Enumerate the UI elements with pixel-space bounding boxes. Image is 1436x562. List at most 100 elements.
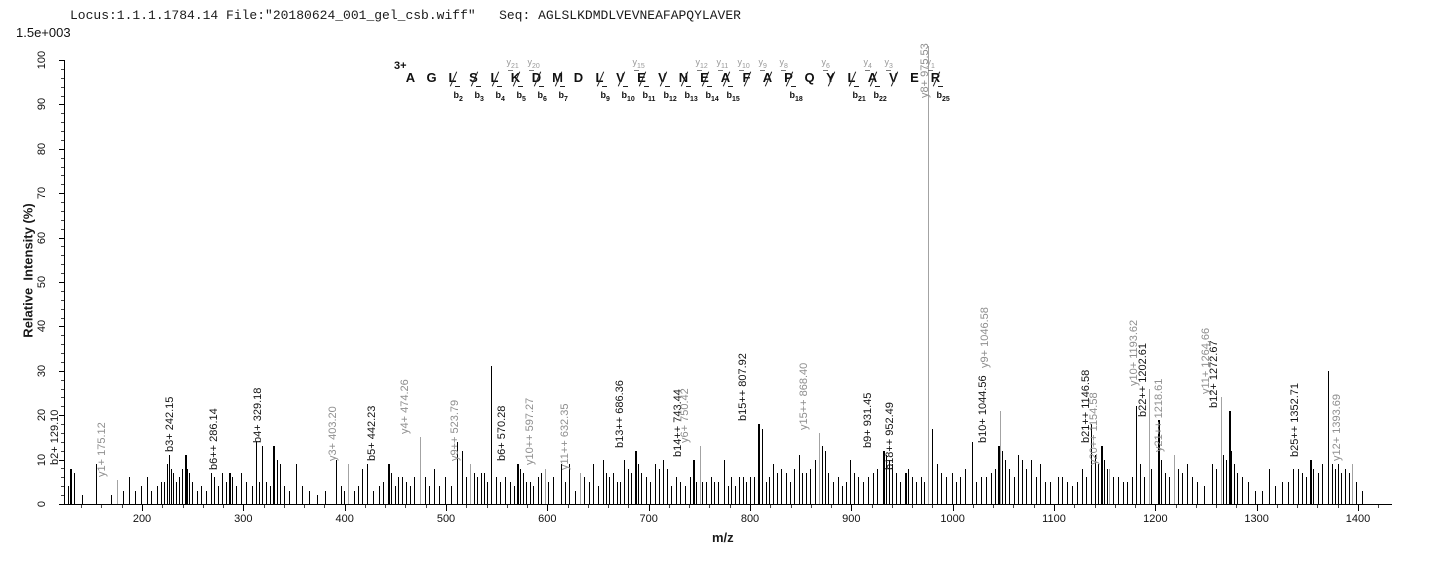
b-ion-label: b12	[663, 90, 677, 103]
peak	[1348, 472, 1350, 504]
peak	[161, 481, 163, 504]
y-major-tick	[59, 282, 64, 283]
peak-y10++	[544, 468, 546, 504]
peak	[976, 481, 977, 504]
peak	[1186, 464, 1188, 504]
peak-b25++	[1310, 459, 1313, 504]
peak	[1017, 455, 1019, 504]
peak	[606, 472, 608, 504]
peak	[750, 477, 751, 504]
y-major-tick	[59, 370, 64, 372]
x-minor-tick	[486, 505, 488, 508]
peak	[1331, 464, 1333, 504]
y-ion-label: y6	[821, 57, 830, 70]
peak	[850, 459, 852, 504]
peak-b14++	[692, 459, 695, 504]
x-major-tick	[1256, 505, 1258, 511]
b-ion-arm	[622, 86, 628, 87]
y-minor-tick	[61, 353, 64, 355]
x-minor-tick	[1297, 505, 1299, 508]
peak	[1021, 459, 1023, 504]
peak-b6+	[517, 464, 520, 504]
x-minor-tick	[182, 505, 184, 508]
peak-y11+	[1220, 397, 1222, 504]
y-minor-tick	[61, 290, 64, 292]
x-minor-tick	[527, 505, 529, 508]
peak	[738, 477, 740, 504]
y-tick-label: 80	[36, 142, 48, 155]
b-ion-arm	[664, 86, 670, 87]
peak-label: y9+ 1046.58	[978, 306, 991, 368]
y-ion-arm	[507, 70, 513, 71]
peak	[110, 495, 112, 504]
peak-label: y10++ 597.27	[523, 398, 536, 466]
y-minor-tick	[61, 344, 64, 346]
y-minor-tick	[61, 388, 64, 390]
peak	[955, 481, 957, 504]
y-minor-tick	[61, 264, 64, 266]
sequence-text: Seq: AGLSLKDMDLVEVNEAFAPQYLAVER	[499, 8, 741, 23]
x-minor-tick	[121, 505, 123, 508]
x-minor-tick	[304, 505, 306, 508]
peak	[200, 486, 202, 504]
x-minor-tick	[1033, 505, 1035, 508]
peak	[696, 481, 698, 504]
peak	[317, 495, 319, 504]
peak	[361, 468, 363, 504]
peak	[398, 477, 400, 504]
peak	[649, 481, 651, 504]
b-ion-arm	[706, 86, 712, 87]
peak-y15++	[819, 433, 821, 504]
y-minor-tick	[61, 441, 64, 443]
x-major-tick	[952, 505, 954, 511]
peak	[624, 459, 626, 504]
x-minor-tick	[993, 505, 995, 508]
peak	[574, 490, 576, 504]
x-minor-tick	[263, 505, 265, 508]
peak-y3+	[347, 464, 349, 504]
peak	[676, 477, 677, 504]
peak-label: b13++ 686.36	[613, 379, 626, 448]
peak	[477, 477, 479, 504]
peak	[1274, 486, 1276, 504]
peak	[1223, 455, 1225, 504]
peak	[433, 468, 435, 504]
peak	[876, 468, 878, 504]
b-ion-arm	[496, 86, 502, 87]
x-minor-tick	[689, 505, 691, 508]
residue-letter: G	[426, 70, 437, 85]
peak-y4+	[419, 437, 421, 504]
peak	[1298, 468, 1300, 504]
x-minor-tick	[770, 505, 772, 508]
peak	[340, 486, 342, 504]
x-minor-tick	[324, 505, 326, 508]
peak	[302, 486, 304, 504]
x-tick-label: 1300	[1244, 513, 1269, 525]
peak	[1293, 468, 1295, 504]
peak	[1062, 477, 1064, 504]
peak	[916, 481, 918, 504]
b-ion-label: b10	[621, 90, 635, 103]
peak	[1097, 464, 1099, 504]
peak	[389, 468, 391, 504]
peak	[645, 477, 647, 504]
peak	[766, 481, 768, 504]
peak	[895, 472, 897, 504]
peak	[457, 441, 459, 504]
y-tick-label: 30	[36, 364, 48, 377]
x-minor-tick	[81, 505, 83, 508]
residue-letter: E	[910, 70, 919, 85]
peak-label: b9+ 931.45	[862, 392, 875, 448]
b-ion-arm	[454, 86, 460, 87]
y-major-tick	[59, 326, 64, 328]
peak	[1321, 464, 1323, 504]
y-minor-tick	[61, 379, 64, 381]
peak	[891, 464, 893, 504]
y-minor-tick	[61, 166, 64, 168]
peak	[1044, 481, 1046, 504]
peak-label: b12+ 1272.67	[1207, 340, 1220, 408]
peak	[842, 486, 844, 504]
peak	[409, 486, 411, 504]
peak	[858, 477, 860, 504]
peak	[222, 472, 224, 504]
